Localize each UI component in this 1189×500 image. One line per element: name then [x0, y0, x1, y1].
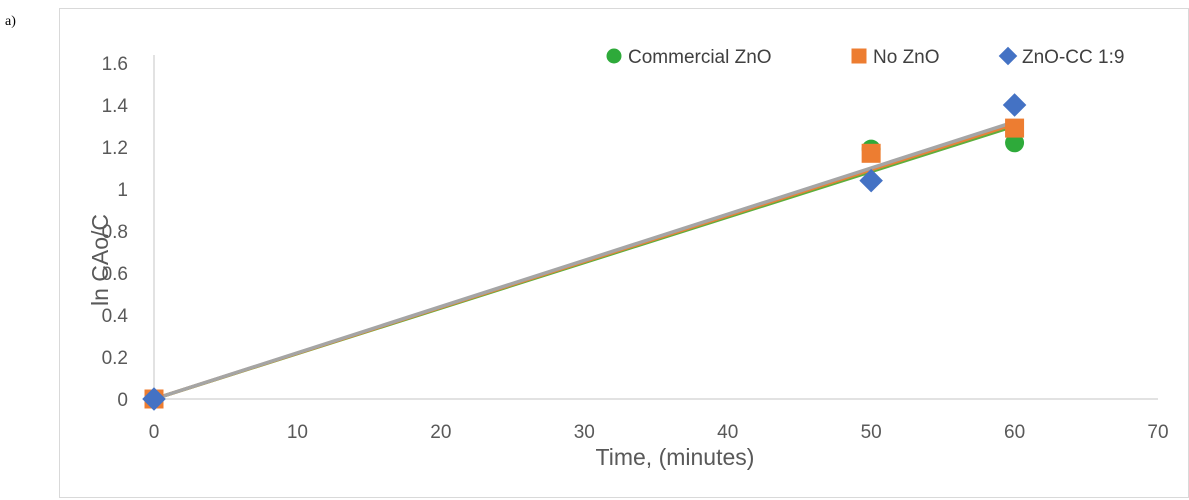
y-tick-label: 0.8 [102, 222, 128, 243]
data-point [1005, 133, 1025, 153]
y-tick-label: 1.4 [102, 96, 129, 117]
legend: Commercial ZnO No ZnO ZnO-CC 1:9 [606, 46, 1124, 68]
legend-item: ZnO-CC 1:9 [998, 46, 1124, 68]
data-point [861, 143, 881, 163]
x-tick-label: 20 [430, 422, 451, 443]
y-axis-title: ln CAo/C [87, 214, 113, 306]
x-tick-label: 70 [1147, 422, 1168, 443]
x-tick-label: 60 [1004, 422, 1025, 443]
legend-item: No ZnO [851, 47, 940, 68]
data-point [859, 168, 883, 193]
data-point [1005, 118, 1025, 138]
legend-label: No ZnO [873, 47, 940, 68]
x-axis-title: Time, (minutes) [596, 444, 755, 470]
x-tick-label: 0 [149, 422, 160, 443]
legend-marker [851, 48, 867, 64]
data-points [142, 93, 1027, 411]
x-tick-label: 10 [287, 422, 308, 443]
y-tick-labels: 0 0.2 0.4 0.6 0.8 1 1.2 1.4 1.6 [102, 54, 129, 411]
legend-label: ZnO-CC 1:9 [1022, 47, 1124, 68]
y-tick-label: 1.2 [102, 138, 128, 159]
legend-item: Commercial ZnO [606, 47, 772, 68]
axes [153, 55, 1158, 400]
x-tick-labels: 0 10 20 30 40 50 60 70 [149, 422, 1169, 443]
y-tick-label: 1 [117, 180, 128, 201]
data-point [1002, 93, 1027, 117]
x-tick-label: 40 [717, 422, 738, 443]
y-tick-label: 0 [117, 390, 128, 411]
y-tick-label: 0.6 [102, 264, 128, 285]
x-tick-label: 50 [861, 422, 882, 443]
legend-marker [998, 46, 1018, 66]
trendline [152, 120, 1017, 401]
legend-label: Commercial ZnO [628, 47, 772, 68]
panel-label: a) [5, 14, 16, 29]
data-point [142, 387, 166, 411]
trendlines [152, 120, 1017, 401]
x-tick-label: 30 [574, 422, 595, 443]
y-tick-label: 1.6 [102, 54, 128, 75]
y-tick-label: 0.4 [102, 306, 129, 327]
y-tick-label: 0.2 [102, 348, 128, 369]
legend-marker [606, 48, 622, 64]
